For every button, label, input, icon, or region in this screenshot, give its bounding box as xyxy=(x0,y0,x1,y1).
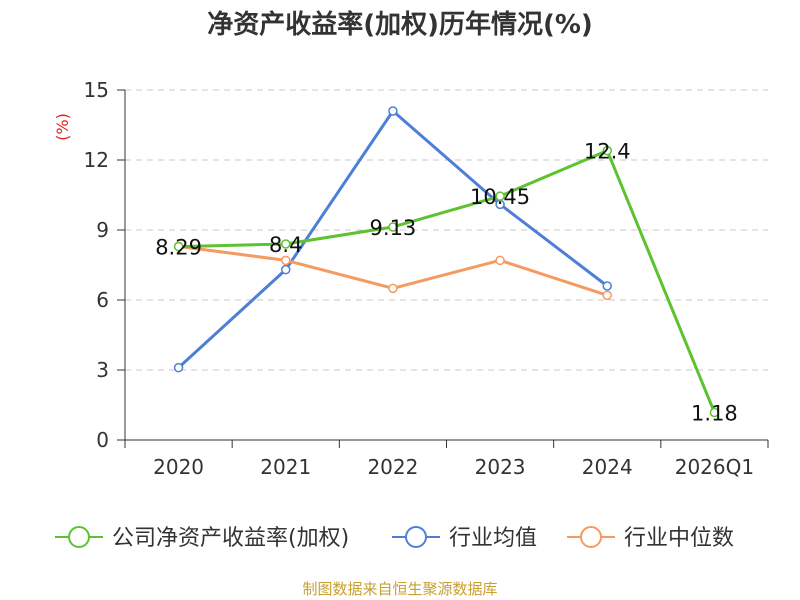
legend-marker-0 xyxy=(68,526,90,548)
data-label-2026Q1: 1.18 xyxy=(691,401,738,425)
axis-layer: 0 3 6 9 12 15 2020 2021 2022 2023 2024 2026Q1 (%) xyxy=(53,78,769,479)
point-series2-2021 xyxy=(281,255,291,266)
grid-layer xyxy=(125,89,768,371)
x-tick-label-2022: 2022 xyxy=(367,455,418,479)
data-label-2020: 8.29 xyxy=(155,236,202,260)
data-label-2021: 8.4 xyxy=(269,233,302,257)
chart-title: 净资产收益率(加权)历年情况(%) xyxy=(207,10,593,40)
point-series1-2024 xyxy=(602,281,612,291)
y-tick-label-3: 3 xyxy=(96,358,109,382)
y-tick-label-9: 9 xyxy=(96,218,109,242)
point-series2-2022 xyxy=(388,283,398,294)
label-layer: 8.29 8.4 9.13 10.45 12.4 1.18 xyxy=(155,140,738,426)
point-series1-2020 xyxy=(173,362,184,373)
y-tick-label-12: 12 xyxy=(84,148,109,172)
y-tick-label-15: 15 xyxy=(84,78,109,102)
point-series1-2022 xyxy=(388,106,398,116)
x-tick-label-2024: 2024 xyxy=(582,455,633,479)
legend-layer: 公司净资产收益率(加权) 行业均值 行业中位数 xyxy=(55,526,734,551)
data-label-2022: 9.13 xyxy=(370,216,417,240)
point-series0-2021 xyxy=(281,239,291,249)
series-layer xyxy=(173,106,720,418)
x-tick-label-2020: 2020 xyxy=(153,455,204,479)
point-series0-2022 xyxy=(388,222,398,232)
y-axis-label: (%) xyxy=(53,113,72,141)
point-series2-2023 xyxy=(495,255,505,266)
point-series0-2023 xyxy=(495,191,505,201)
point-series0-2026Q1 xyxy=(709,407,720,418)
legend-label-1: 行业均值 xyxy=(449,526,537,551)
y-tick-label-6: 6 xyxy=(96,288,109,312)
x-tick-label-2026Q1: 2026Q1 xyxy=(675,455,754,479)
legend-marker-2 xyxy=(580,526,602,548)
footer-source: 制图数据来自恒生聚源数据库 xyxy=(302,580,498,598)
y-tick-label-0: 0 xyxy=(96,428,109,452)
data-label-2024: 12.4 xyxy=(584,140,631,164)
point-series2-2024 xyxy=(602,290,612,301)
legend-marker-1 xyxy=(405,526,427,548)
point-series1-2021 xyxy=(281,264,291,275)
point-series0-2020 xyxy=(173,241,184,252)
point-series0-2024 xyxy=(602,145,612,156)
legend-label-0: 公司净资产收益率(加权) xyxy=(112,526,349,551)
x-tick-label-2023: 2023 xyxy=(475,455,526,479)
x-tick-label-2021: 2021 xyxy=(260,455,311,479)
series-line-0 xyxy=(178,149,716,414)
data-label-2023: 10.45 xyxy=(470,185,530,209)
legend-label-2: 行业中位数 xyxy=(624,526,734,551)
